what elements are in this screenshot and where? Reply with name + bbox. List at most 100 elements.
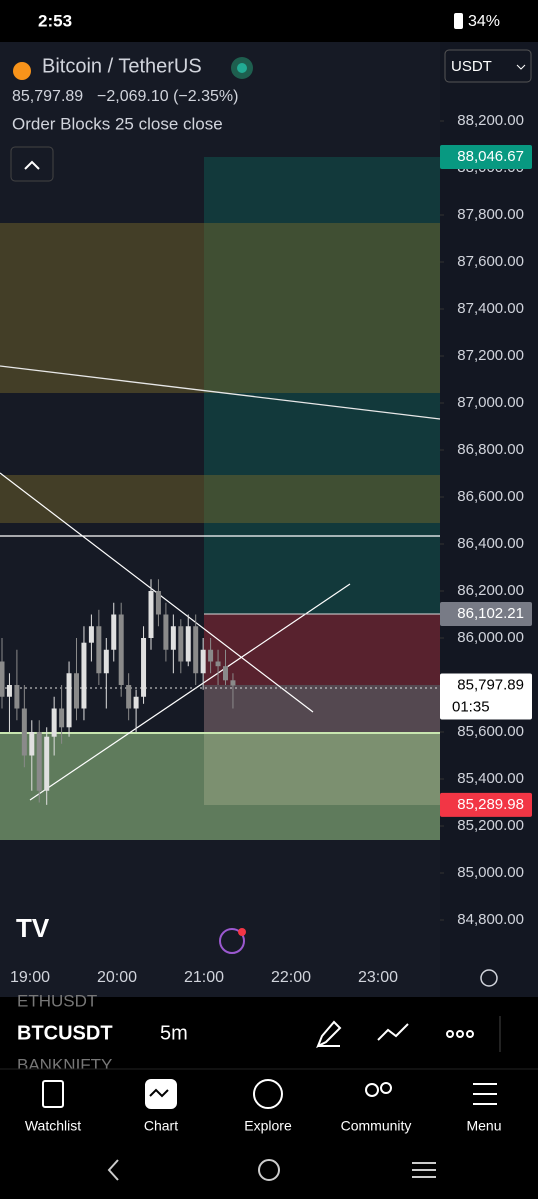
- candle-body: [103, 649, 109, 674]
- status-bar: [0, 0, 538, 42]
- candles: [0, 579, 236, 805]
- price-tick-label: 85,000.00: [457, 864, 524, 881]
- nav-label: Community: [341, 1118, 412, 1134]
- home-button[interactable]: [258, 1159, 280, 1181]
- candle-body: [74, 673, 79, 709]
- time-tick-label: 23:00: [358, 969, 398, 986]
- candle-body: [111, 614, 117, 650]
- symbol-title: Bitcoin / TetherUS: [42, 55, 202, 77]
- candle-body: [208, 649, 214, 662]
- market-status-dot: [237, 63, 247, 73]
- currency-select[interactable]: [444, 49, 532, 83]
- stop-zone: [204, 614, 440, 685]
- price-tick-label: 88,200.00: [457, 112, 524, 129]
- chevron: [516, 64, 526, 70]
- candle-body: [96, 626, 102, 674]
- nav-label: Menu: [466, 1118, 501, 1134]
- price-tick-label: 87,600.00: [457, 253, 524, 270]
- candle-body: [185, 626, 191, 662]
- candle-body: [178, 626, 184, 662]
- toolbar: [0, 997, 538, 1069]
- nav-label: Chart: [144, 1118, 178, 1134]
- candle-body: [223, 666, 228, 681]
- price-tick-label: 86,600.00: [457, 488, 524, 505]
- trend-line: [0, 365, 441, 420]
- candle-body: [230, 680, 236, 686]
- axis-bg: [440, 42, 538, 997]
- demand-zone: [0, 732, 440, 840]
- nav-label: Explore: [244, 1118, 292, 1134]
- candle-body: [163, 614, 169, 650]
- recents-button[interactable]: [412, 1162, 436, 1178]
- symbol-option[interactable]: ETHUSDT: [17, 991, 97, 1010]
- nav-icons: [42, 1079, 497, 1109]
- draw-tool[interactable]: [316, 1020, 342, 1049]
- order-block: [0, 223, 440, 393]
- price-tick-label: 85,400.00: [457, 770, 524, 787]
- badge: [238, 928, 246, 936]
- chart-glyph: [149, 1088, 169, 1098]
- candle-body: [170, 626, 176, 650]
- candle-body: [14, 685, 20, 709]
- collapse-button[interactable]: [10, 146, 54, 182]
- battery-icon: [454, 13, 463, 29]
- indicator-tool[interactable]: [377, 1023, 409, 1041]
- long-target-zone: [204, 157, 440, 614]
- interval[interactable]: 5m: [160, 1022, 188, 1044]
- price-tag-label: 86,102.21: [457, 605, 524, 622]
- candle-body: [148, 591, 154, 638]
- price-tag: [440, 145, 532, 170]
- trend-line: [29, 583, 351, 801]
- candle-body: [59, 708, 65, 728]
- candle-body: [133, 696, 139, 709]
- price-tick-label: 87,800.00: [457, 206, 524, 223]
- candle-body: [200, 649, 206, 674]
- price-tag-label: 85,289.98: [457, 796, 524, 813]
- indicator-label: Order Blocks 25 close close: [12, 114, 223, 133]
- logo: TV: [16, 913, 50, 943]
- more-button[interactable]: [446, 1030, 474, 1038]
- back-button[interactable]: [107, 1159, 119, 1181]
- candle-body: [44, 736, 50, 791]
- symbol-current[interactable]: BTCUSDT: [17, 1022, 113, 1044]
- candle-body: [88, 626, 94, 643]
- nav-label: Watchlist: [25, 1118, 81, 1134]
- candle-body: [126, 685, 132, 709]
- flash-button[interactable]: [219, 928, 245, 954]
- last-price: 85,797.89: [12, 88, 83, 105]
- time-tick-label: 22:00: [271, 969, 311, 986]
- nav-bar: [0, 1069, 538, 1153]
- currency: USDT: [451, 58, 492, 75]
- time-tick-label: 19:00: [10, 969, 50, 986]
- chevron-up: [24, 160, 40, 170]
- candle-body: [66, 673, 72, 728]
- settings-button[interactable]: [480, 969, 498, 987]
- time-tick-label: 21:00: [184, 969, 224, 986]
- candle-body: [193, 626, 199, 674]
- price-tick-label: 87,000.00: [457, 394, 524, 411]
- time-tick-label: 20:00: [97, 969, 137, 986]
- battery: 34%: [468, 13, 500, 30]
- price-tick-label: 87,200.00: [457, 347, 524, 364]
- price-tick-label: 85,600.00: [457, 723, 524, 740]
- price-change: −2,069.10 (−2.35%): [97, 88, 238, 105]
- time-axis: 19:00 20:00 21:00 22:00 23:00: [10, 969, 398, 986]
- candle-body: [118, 614, 124, 685]
- price-tag-label: 85,797.89: [457, 676, 524, 693]
- coin-icon: [13, 62, 31, 80]
- candle-body: [21, 708, 27, 756]
- price-tick-label: 86,800.00: [457, 441, 524, 458]
- price-tag: [440, 673, 532, 720]
- price-tick-label: 85,200.00: [457, 817, 524, 834]
- candle-body: [51, 708, 57, 737]
- candle-body: [141, 638, 147, 697]
- order-block: [0, 475, 440, 523]
- price-tag-label: 88,046.67: [457, 148, 524, 165]
- price-tick-label: 87,400.00: [457, 300, 524, 317]
- price-tick-label: 86,000.00: [457, 629, 524, 646]
- candle-body: [29, 732, 35, 756]
- candle-body: [81, 642, 87, 709]
- price-tag: [440, 792, 532, 817]
- price-axis: 88,200.0088,000.0087,800.0087,600.0087,4…: [440, 112, 532, 928]
